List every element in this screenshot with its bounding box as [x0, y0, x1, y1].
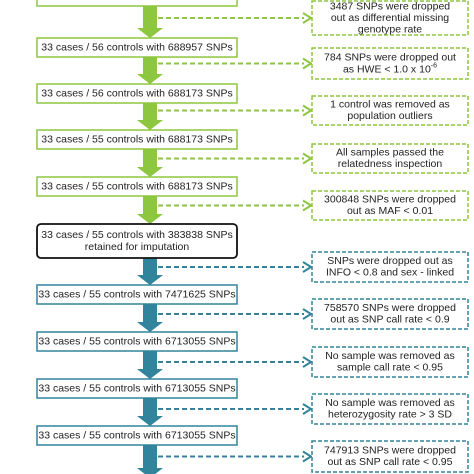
step-text: 33 cases / 55 controls with 6713055 SNPs	[38, 382, 235, 394]
filter-box	[311, 0, 469, 36]
down-arrow	[137, 149, 163, 177]
down-arrow	[137, 351, 163, 379]
step-text: 33 cases / 55 controls with 7471625 SNPs	[38, 288, 235, 300]
step-box	[36, 129, 238, 150]
down-arrow	[137, 6, 163, 38]
filter-text: 300848 SNPs were dropped	[324, 194, 456, 206]
step-box	[36, 176, 238, 197]
down-arrow	[137, 258, 163, 285]
filter-text: population outliers	[347, 110, 432, 122]
step-text: 33 cases / 55 controls with 688173 SNPs	[41, 133, 232, 145]
step-text: 33 cases / 55 controls with 383838 SNPs	[41, 229, 232, 241]
arrow-head	[302, 356, 313, 368]
arrow-head	[302, 57, 313, 70]
step-text: 33 cases / 55 controls with 688173 SNPs	[41, 180, 232, 192]
step-text: 33 cases / 55 controls with 6713055 SNPs	[38, 429, 235, 441]
filter-text: out as SNP call rate < 0.9	[330, 314, 449, 326]
down-arrow	[137, 57, 163, 84]
step-box	[36, 378, 238, 399]
down-arrow	[137, 304, 163, 332]
filter-text: No sample was removed as	[325, 397, 455, 409]
step-text: 33 cases / 55 controls with 6713055 SNPs	[38, 335, 235, 347]
filter-text: out as MAF < 0.01	[347, 205, 433, 217]
filter-text: SNPs were dropped out as	[327, 255, 453, 267]
filter-box	[311, 251, 469, 283]
down-arrow	[137, 196, 163, 224]
step-box	[36, 284, 238, 305]
filter-box	[311, 190, 469, 221]
step-box	[36, 37, 238, 58]
filter-box	[311, 393, 469, 425]
filter-text: 758570 SNPs were dropped	[324, 302, 456, 314]
filter-text: 784 SNPs were dropped out	[324, 52, 456, 64]
down-arrow	[137, 445, 163, 474]
arrow-head	[302, 199, 313, 212]
arrow-head	[302, 450, 313, 463]
filter-text: 1 control was removed as	[330, 99, 450, 111]
filter-text: out as differential missing	[331, 12, 449, 24]
arrow-head	[302, 152, 313, 165]
filter-box	[311, 298, 469, 330]
filter-box	[311, 440, 469, 473]
filter-text-part: as HWE < 1.0 x 10	[343, 63, 431, 75]
filter-text: relatedness inspection	[338, 158, 443, 170]
step-text: 33 cases / 56 controls with 688957 SNPs	[41, 41, 232, 53]
arrow-head	[302, 403, 313, 415]
arrow-head	[302, 12, 313, 24]
down-arrow	[137, 398, 163, 426]
step-text: retained for imputation	[85, 241, 190, 253]
superscript: -6	[431, 62, 437, 69]
step-box	[36, 331, 238, 352]
step-text: 33 cases / 56 controls with 688173 SNPs	[41, 87, 232, 99]
filter-box	[311, 143, 469, 174]
step-box	[36, 425, 238, 446]
step-box	[36, 0, 238, 7]
step-box	[36, 223, 238, 259]
step-box	[36, 83, 238, 104]
arrow-head	[302, 261, 313, 273]
arrow-head	[302, 104, 313, 117]
filter-text: 3487 SNPs were dropped	[330, 0, 450, 12]
filter-text: INFO < 0.8 and sex - linked	[326, 267, 454, 279]
filter-text: sample call rate < 0.95	[337, 362, 443, 374]
filter-text: as HWE < 1.0 x 10-6	[343, 62, 437, 75]
filter-text: heterozygosity rate > 3 SD	[328, 409, 452, 421]
filter-text: No sample was removed as	[325, 350, 455, 362]
arrow-head	[302, 308, 313, 320]
filter-text: out as SNP call rate < 0.95	[327, 456, 452, 468]
filter-text: 747913 SNPs were dropped	[324, 445, 456, 457]
down-arrow	[137, 103, 163, 130]
filter-box	[311, 346, 469, 378]
filter-box	[311, 47, 469, 80]
filter-text: genotype rate	[358, 23, 422, 35]
filter-text: All samples passed the	[336, 147, 444, 159]
filter-box	[311, 95, 469, 126]
